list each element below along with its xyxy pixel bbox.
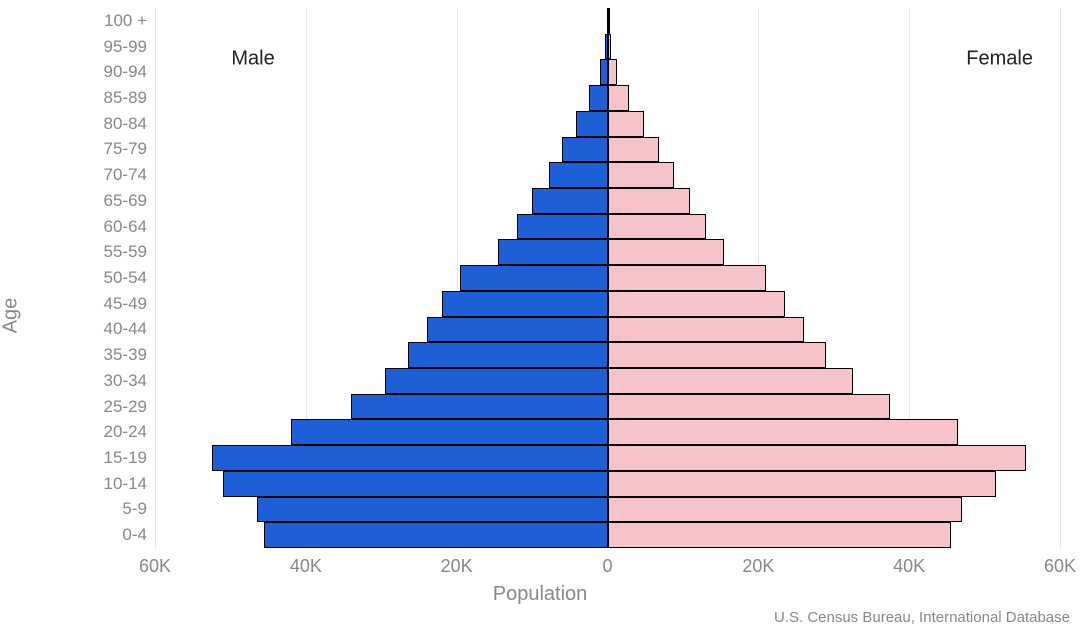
x-tick-labels: 60K40K20K020K40K60K	[155, 8, 1060, 548]
plot-area: MaleFemale 0-45-910-1415-1920-2425-2930-…	[155, 8, 1060, 548]
age-group-label: 15-19	[104, 448, 155, 468]
age-group-label: 35-39	[104, 345, 155, 365]
age-group-label: 75-79	[104, 139, 155, 159]
x-tick-label: 20K	[441, 548, 473, 577]
age-group-label: 90-94	[104, 62, 155, 82]
x-tick-label: 0	[602, 548, 612, 577]
age-group-label: 100 +	[104, 11, 155, 31]
age-group-label: 85-89	[104, 88, 155, 108]
age-group-label: 45-49	[104, 294, 155, 314]
age-group-label: 55-59	[104, 242, 155, 262]
y-axis-label-text: Age	[0, 297, 23, 333]
source-label: U.S. Census Bureau, International Databa…	[774, 609, 1070, 626]
age-group-label: 20-24	[104, 422, 155, 442]
age-group-label: 40-44	[104, 319, 155, 339]
x-tick-label: 40K	[893, 548, 925, 577]
age-group-label: 5-9	[122, 499, 155, 519]
age-group-label: 65-69	[104, 191, 155, 211]
x-tick-label: 20K	[742, 548, 774, 577]
age-group-label: 80-84	[104, 114, 155, 134]
age-group-label: 60-64	[104, 217, 155, 237]
x-axis-label: Population	[0, 583, 1080, 606]
age-group-label: 70-74	[104, 165, 155, 185]
y-axis-label: Age	[0, 0, 26, 630]
population-pyramid-chart: Age MaleFemale 0-45-910-1415-1920-2425-2…	[0, 0, 1080, 630]
age-group-label: 10-14	[104, 474, 155, 494]
age-group-label: 30-34	[104, 371, 155, 391]
age-group-label: 95-99	[104, 37, 155, 57]
x-tick-label: 60K	[139, 548, 171, 577]
x-tick-label: 60K	[1044, 548, 1076, 577]
age-group-label: 50-54	[104, 268, 155, 288]
gridline	[1060, 8, 1061, 548]
age-group-label: 0-4	[122, 525, 155, 545]
age-group-label: 25-29	[104, 397, 155, 417]
x-tick-label: 40K	[290, 548, 322, 577]
